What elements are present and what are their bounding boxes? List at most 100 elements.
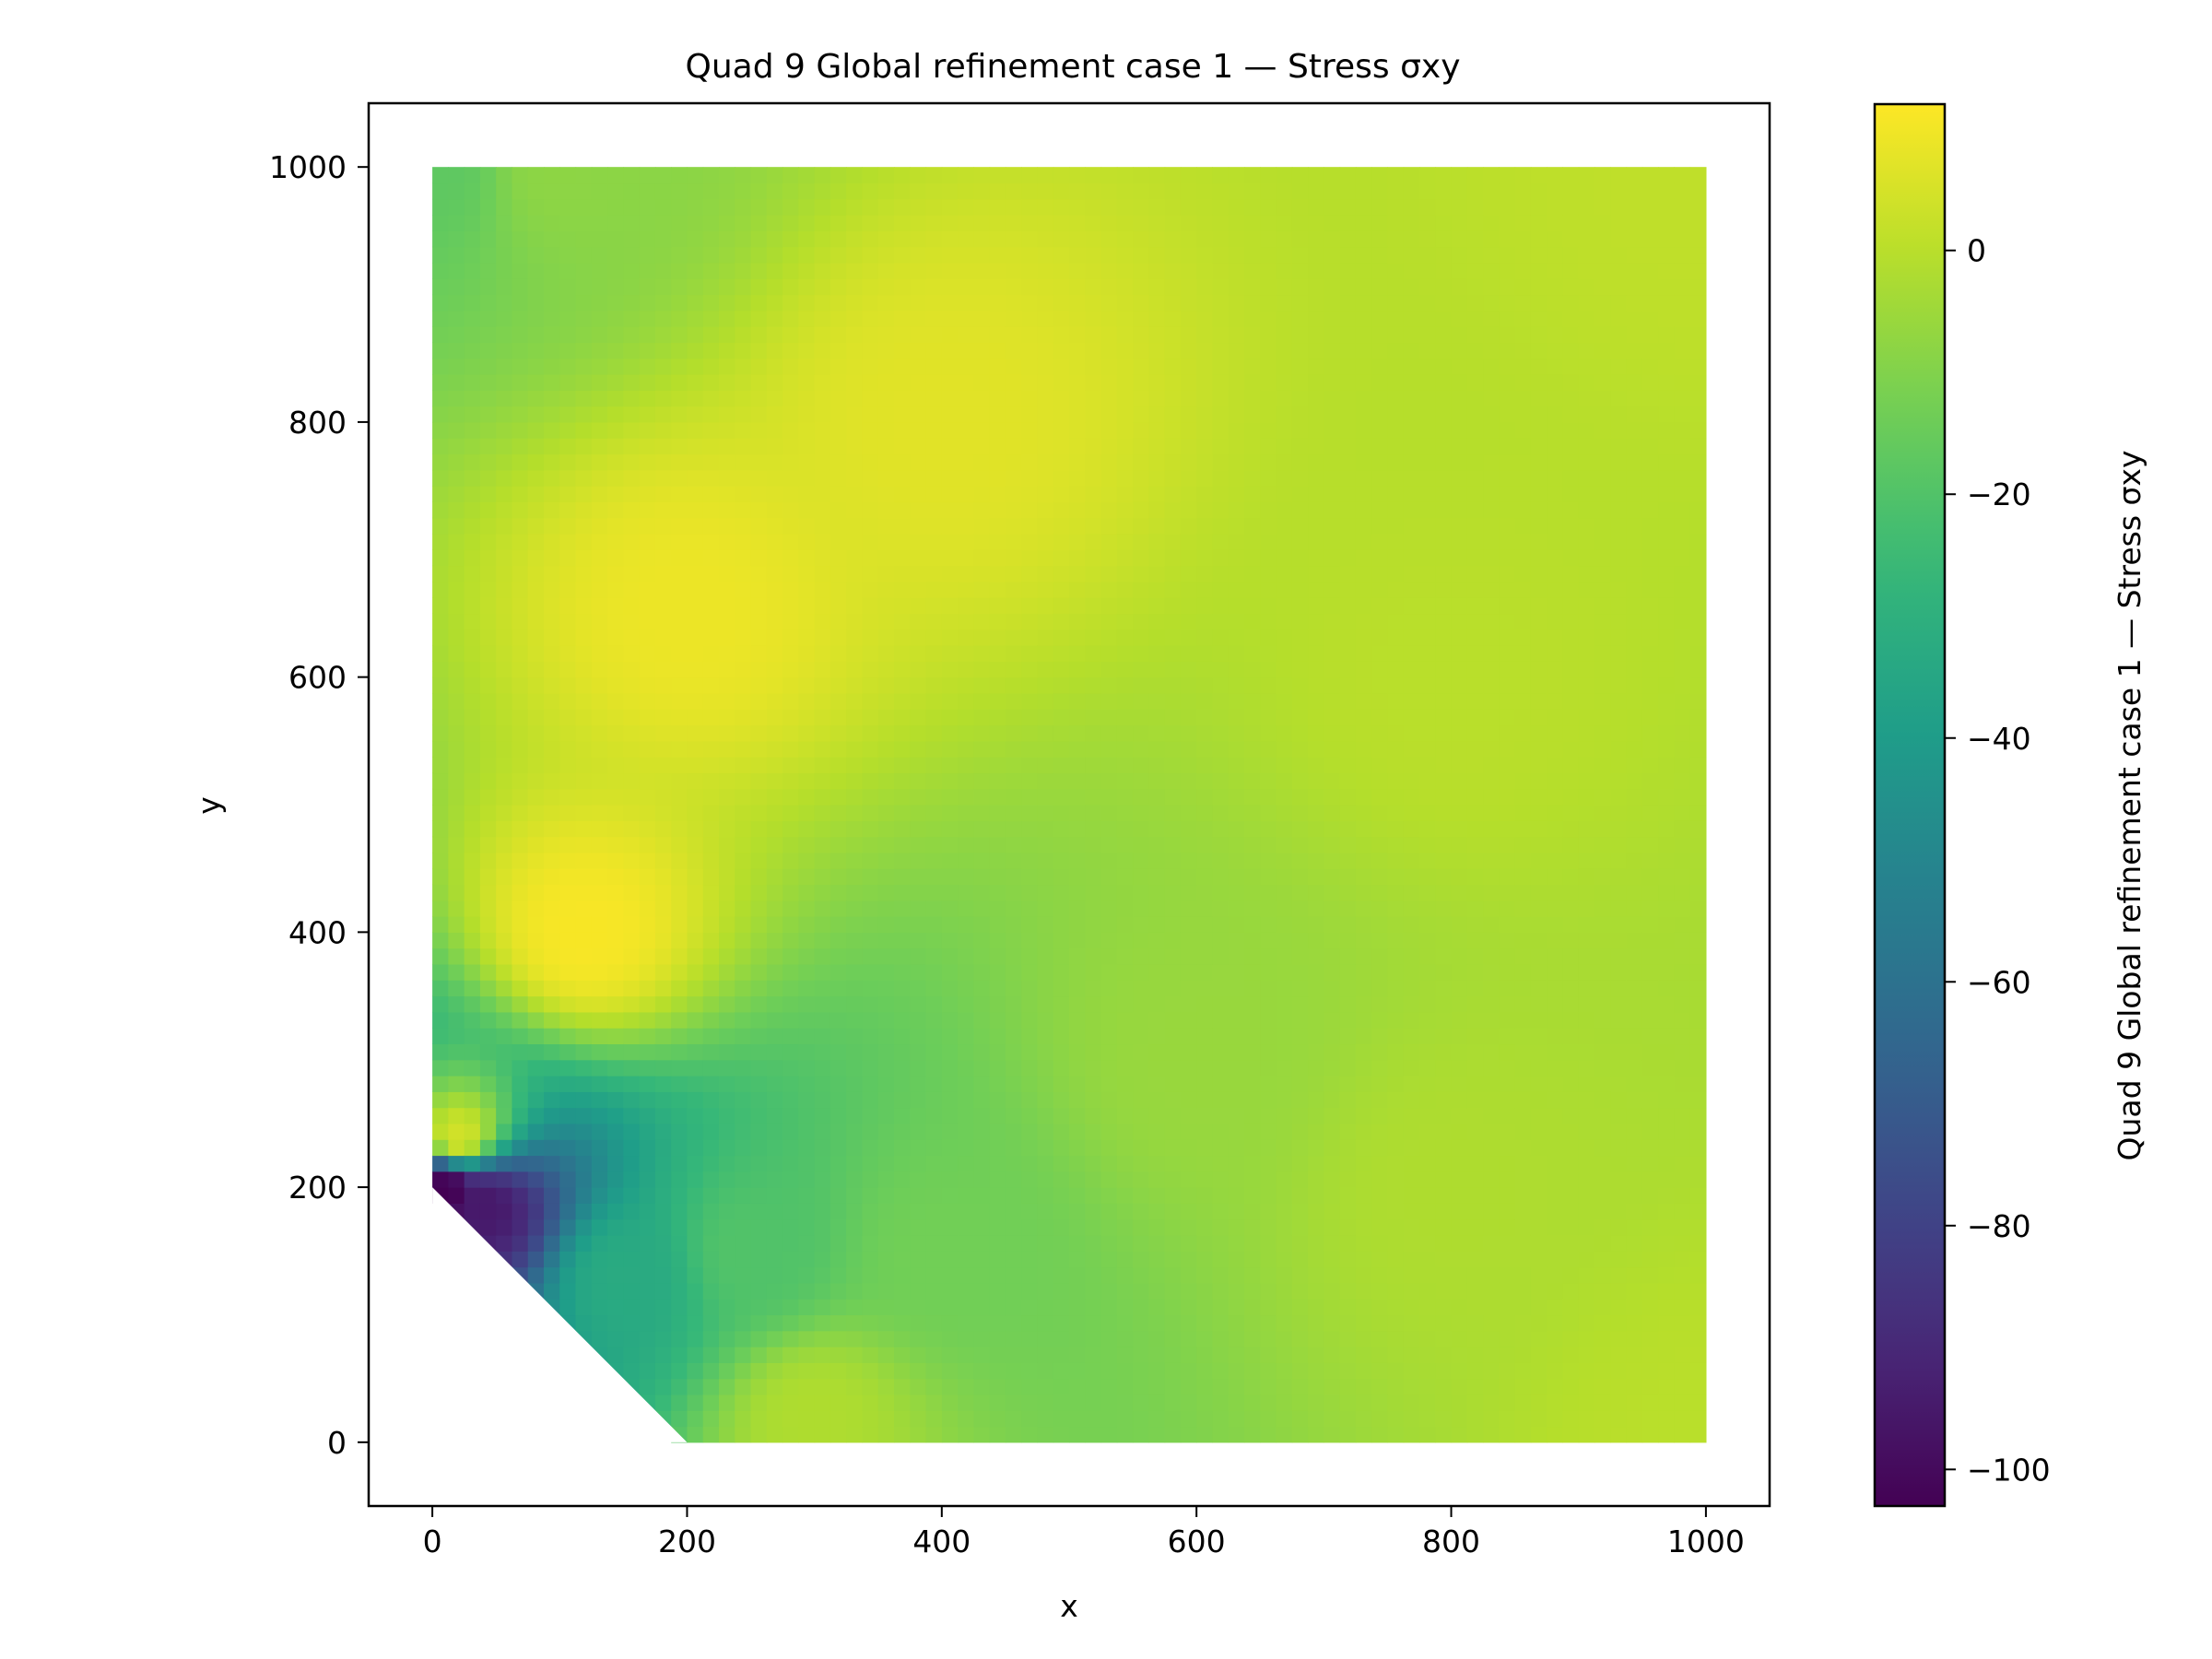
field-cell [1116,629,1134,646]
field-cell [1419,1394,1436,1411]
field-cell [1116,438,1134,455]
field-cell [735,294,752,312]
field-cell [639,517,656,535]
field-cell [814,980,831,997]
field-cell [1148,406,1166,423]
field-cell [654,661,672,678]
field-cell [941,836,959,853]
field-cell [687,677,704,694]
field-cell [830,342,847,359]
field-cell [1308,182,1324,200]
field-cell [654,884,672,901]
field-cell [814,645,831,662]
field-cell [1053,1426,1070,1443]
field-cell [1021,469,1039,487]
field-cell [1324,629,1341,646]
field-cell [464,230,481,248]
field-cell [1419,517,1436,535]
field-cell [798,342,816,359]
field-cell [432,1028,449,1045]
field-cell [925,1123,943,1140]
field-cell [1212,1187,1230,1204]
field-cell [735,1187,752,1204]
field-cell [1371,1330,1389,1347]
field-cell [639,677,656,694]
field-cell [512,278,529,296]
field-cell [1021,453,1039,471]
field-cell [559,1171,577,1188]
field-cell [687,932,704,949]
field-cell [607,1076,624,1092]
field-cell [1180,230,1197,248]
field-cell [862,820,879,838]
field-cell [862,1266,879,1284]
field-cell [830,1234,847,1252]
field-cell [1276,565,1293,582]
field-cell [702,1011,720,1029]
field-cell [941,1139,959,1157]
field-cell [1260,1076,1277,1092]
field-cell [798,1234,816,1252]
field-cell [1387,1203,1405,1220]
field-cell [735,1378,752,1395]
field-cell [639,326,656,344]
field-cell [702,709,720,726]
field-cell [1148,1410,1166,1428]
field-cell [862,1171,879,1188]
field-cell [1069,932,1086,949]
field-cell [1212,677,1230,694]
field-cell [1228,1251,1245,1268]
field-cell [719,1218,735,1236]
field-cell [1053,947,1070,965]
field-cell [1085,916,1102,933]
field-cell [1196,486,1214,502]
field-cell [862,980,879,997]
field-cell [1324,820,1341,838]
field-cell [654,438,672,455]
field-cell [1005,533,1022,550]
field-cell [1164,230,1182,248]
field-cell [1116,1011,1134,1029]
field-cell [830,947,847,965]
field-cell [1291,1028,1309,1045]
field-cell [1308,772,1324,790]
field-cell [1005,421,1022,439]
field-cell [1116,1076,1134,1092]
field-cell [1371,1028,1389,1045]
field-cell [1133,1139,1149,1157]
field-cell [1116,358,1134,375]
field-cell [735,677,752,694]
field-cell [1276,820,1293,838]
field-cell [1291,661,1309,678]
field-cell [1133,900,1149,917]
field-cell [941,1299,959,1316]
field-cell [830,1394,847,1411]
field-cell [1037,963,1054,981]
field-cell [654,469,672,487]
field-cell [1308,326,1324,344]
field-cell [766,501,783,519]
field-cell [559,597,577,615]
field-cell [941,501,959,519]
field-cell [894,1234,911,1252]
field-cell [1355,358,1372,375]
field-cell [607,486,624,502]
field-cell [910,198,927,216]
field-cell [1371,1234,1389,1252]
field-cell [1196,1043,1214,1061]
field-cell [1308,1362,1324,1380]
field-cell [654,246,672,264]
field-cell [1069,182,1086,200]
field-cell [639,709,656,726]
field-cell [464,772,481,790]
field-cell [1228,230,1245,248]
field-cell [719,278,735,296]
field-cell [1037,852,1054,869]
field-cell [1148,963,1166,981]
field-cell [1371,724,1389,742]
field-cell [1069,963,1086,981]
field-cell [782,932,799,949]
field-cell [894,1107,911,1124]
field-cell [1005,1139,1022,1157]
field-cell [1037,805,1054,821]
